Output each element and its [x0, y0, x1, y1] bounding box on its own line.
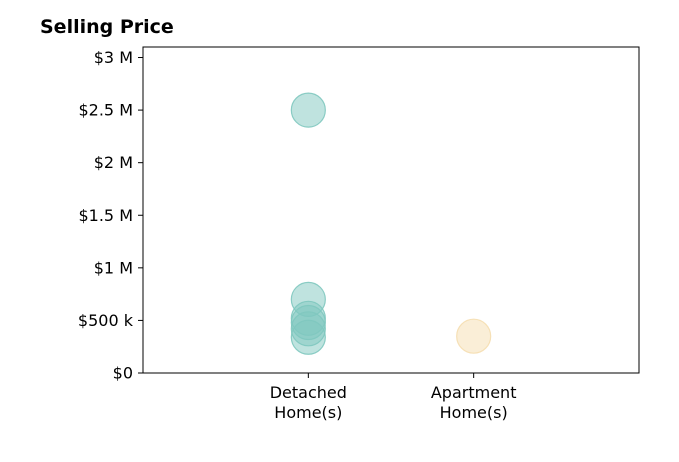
x-axis: Detached Home(s)Apartment Home(s) — [270, 373, 517, 422]
data-point — [456, 318, 492, 354]
x-tick-label-line: Home(s) — [440, 403, 508, 422]
y-tick-label: $2 M — [94, 153, 133, 172]
x-tick-label-line: Home(s) — [274, 403, 342, 422]
chart-title: Selling Price — [40, 16, 174, 38]
y-tick-label: $500 k — [78, 311, 134, 330]
y-tick-label: $1.5 M — [78, 206, 133, 225]
x-tick-label: Apartment Home(s) — [431, 383, 517, 422]
data-point — [290, 319, 326, 355]
x-tick-label-line: Apartment — [431, 383, 517, 402]
y-tick-label: $3 M — [94, 48, 133, 67]
y-tick-label: $0 — [113, 364, 133, 383]
plot-frame — [142, 46, 640, 374]
y-tick-label: $1 M — [94, 258, 133, 277]
data-points — [290, 92, 492, 355]
x-tick-label: Detached Home(s) — [270, 383, 347, 422]
data-point — [290, 92, 326, 128]
y-axis: $0 $500 k $1 M $1.5 M $2 M $2.5 M $3 M — [78, 48, 143, 383]
y-tick-label: $2.5 M — [78, 101, 133, 120]
x-tick-label-line: Detached — [270, 383, 347, 402]
